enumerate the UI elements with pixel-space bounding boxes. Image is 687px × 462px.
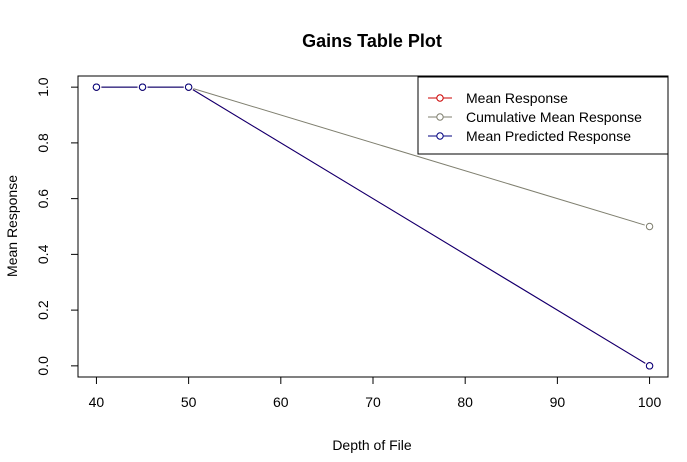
chart-title: Gains Table Plot	[302, 31, 442, 51]
x-tick-label: 40	[89, 394, 105, 410]
series-point	[645, 362, 654, 370]
x-axis-label: Depth of File	[332, 437, 412, 453]
series-2	[92, 83, 654, 370]
legend-entry-label: Mean Predicted Response	[466, 128, 631, 144]
y-tick-label: 0.4	[35, 244, 51, 264]
series-line-segment	[192, 89, 646, 364]
y-tick-label: 0.6	[35, 189, 51, 209]
y-axis-label: Mean Response	[4, 175, 20, 277]
x-tick-label: 50	[181, 394, 197, 410]
series-point	[138, 83, 147, 91]
y-tick-label: 1.0	[35, 77, 51, 97]
x-tick-label: 60	[273, 394, 289, 410]
series-point	[645, 222, 654, 231]
series-point	[184, 83, 193, 91]
x-tick-label: 80	[457, 394, 473, 410]
legend-entry-label: Mean Response	[466, 90, 568, 106]
legend-marker	[436, 113, 444, 121]
y-axis: 0.0 0.2 0.4 0.6 0.8 1.0	[35, 77, 79, 376]
y-tick-label: 0.8	[35, 133, 51, 153]
x-axis: 40 50 60 70 80 90 100	[89, 376, 662, 410]
legend: Mean Response Cumulative Mean Response Mea…	[417, 76, 669, 155]
x-tick-label: 90	[550, 394, 566, 410]
series-point	[92, 83, 101, 91]
legend-marker	[436, 132, 444, 140]
x-tick-label: 70	[365, 394, 381, 410]
legend-marker	[436, 94, 444, 102]
legend-entry-label: Cumulative Mean Response	[466, 109, 642, 125]
series-layer	[92, 83, 654, 370]
y-tick-label: 0.2	[35, 300, 51, 320]
series-line-segment	[193, 88, 645, 226]
legend-box	[417, 76, 669, 155]
y-tick-label: 0.0	[35, 356, 51, 376]
x-tick-label: 100	[638, 394, 662, 410]
